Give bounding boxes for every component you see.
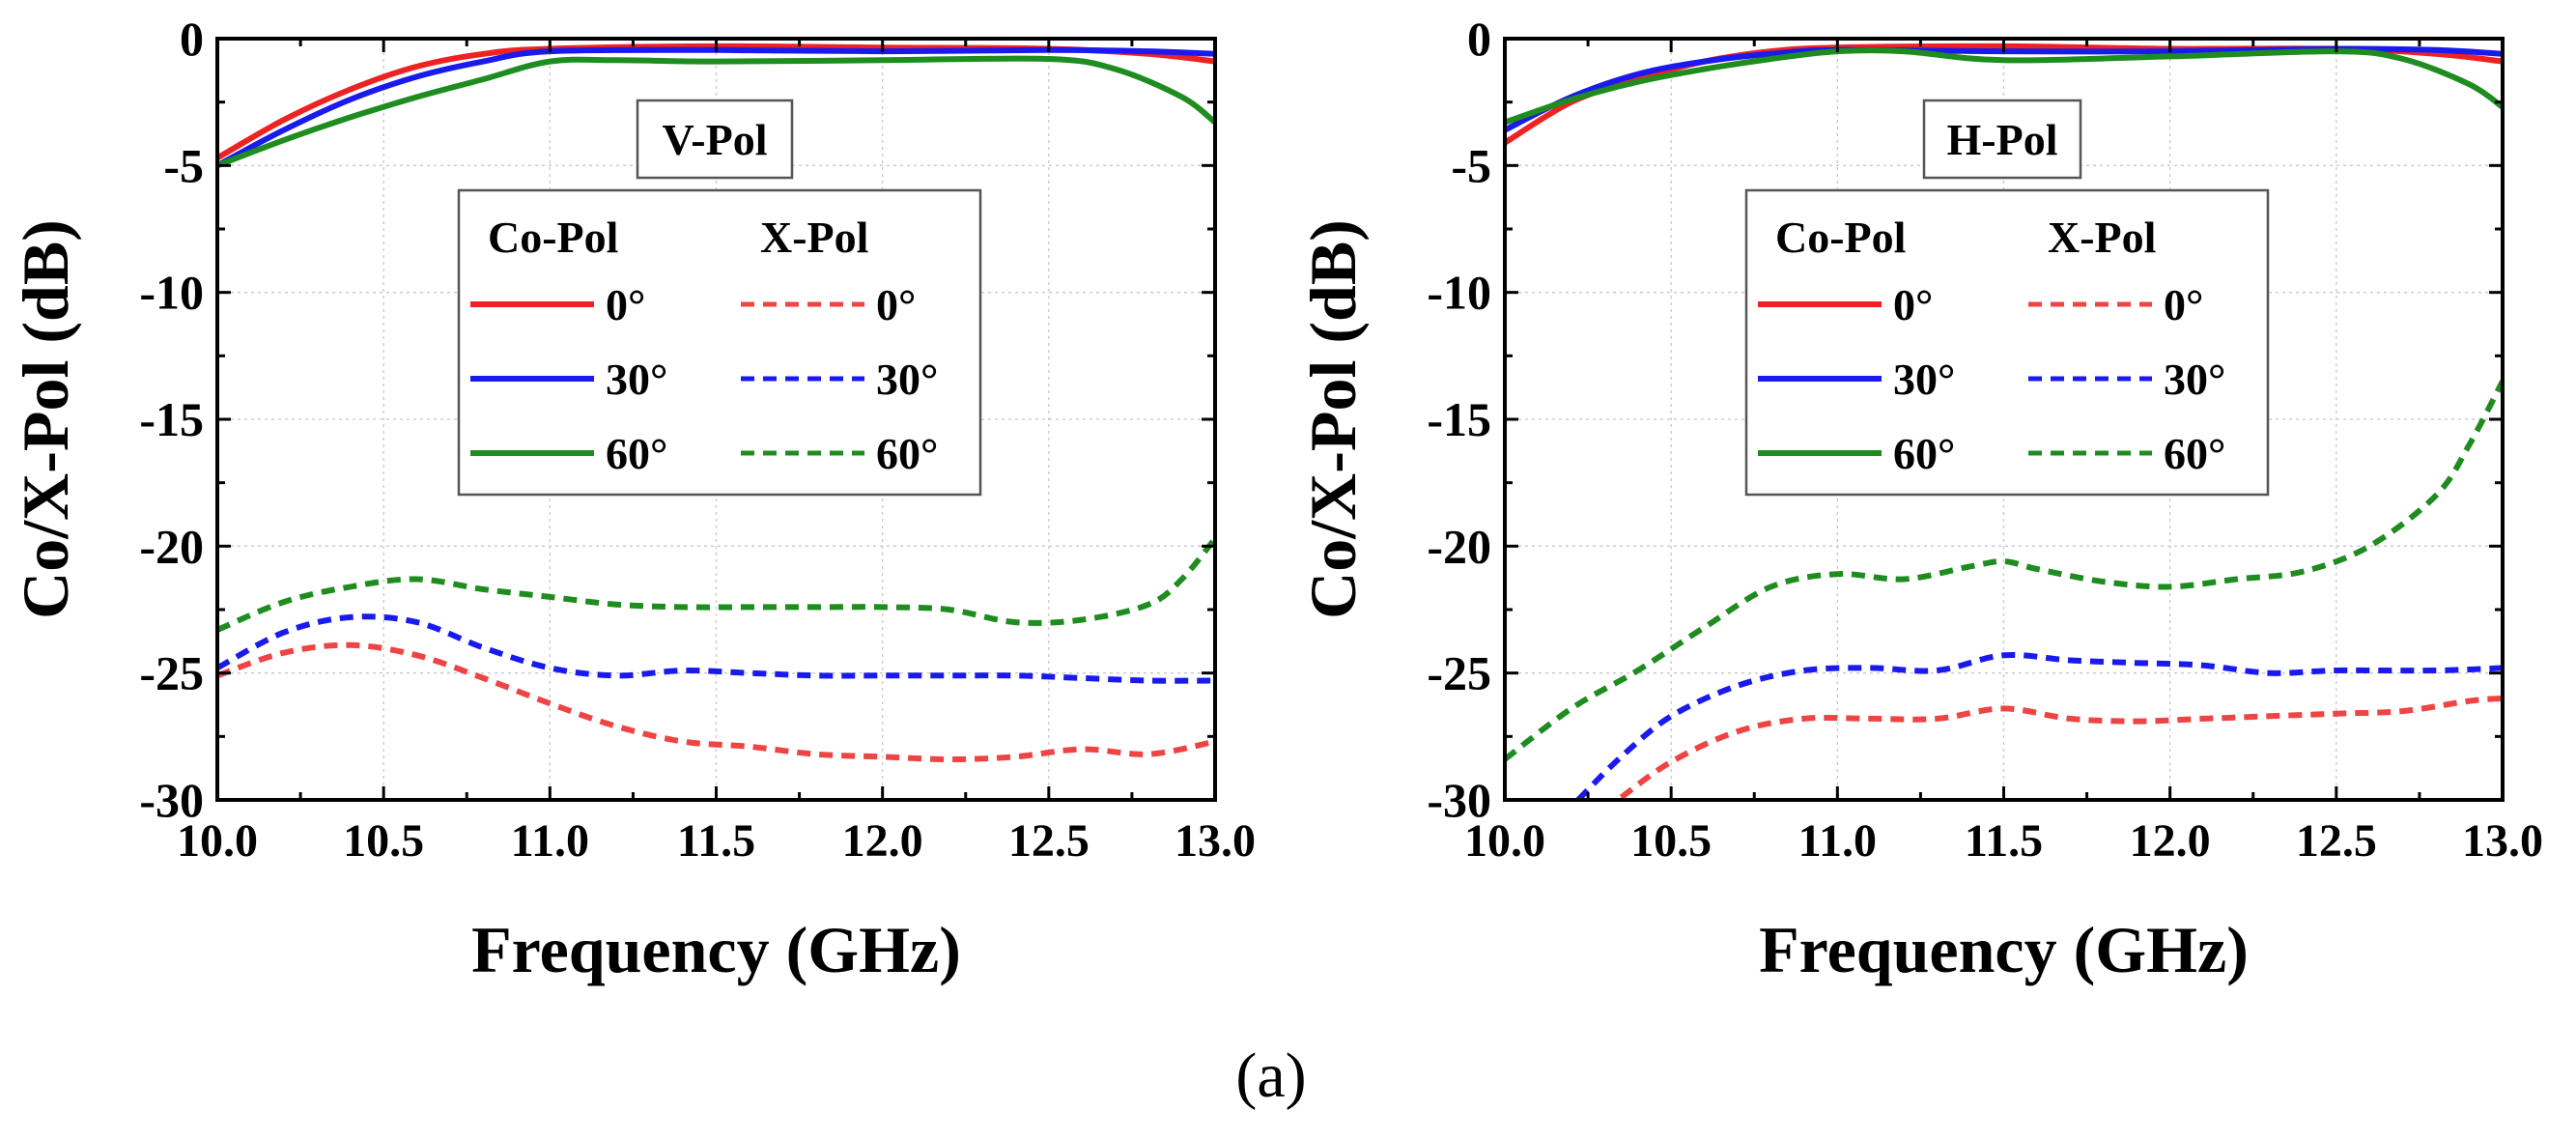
chart-title: H-Pol [1947,115,2058,164]
x-tick-label: 13.0 [1175,815,1256,867]
x-tick-label: 11.0 [1798,815,1877,867]
y-tick-label: -5 [1451,138,1491,192]
y-tick-label: -15 [1427,392,1491,446]
y-tick-label: -30 [1427,773,1491,827]
series-x-pol-60 [1505,380,2503,762]
x-tick-label: 11.5 [1965,815,2043,867]
series-x-pol-30 [1575,651,2503,800]
legend-label-co-2: 60° [606,429,667,478]
series-x-pol-0 [217,641,1215,762]
y-tick-label: -5 [163,138,204,192]
legend-label-co-1: 30° [606,355,667,404]
series-group [217,43,1215,762]
legend-label-x-2: 60° [2164,429,2225,478]
series-x-pol-60 [217,536,1215,633]
y-tick-label: -25 [139,646,204,700]
series-co-pol-60 [1505,47,2503,126]
legend-label-x-1: 30° [2164,355,2225,404]
y-tick-label: -30 [139,773,204,827]
chart-title: V-Pol [662,115,767,164]
x-axis-title: Frequency (GHz) [1759,913,2249,986]
x-tick-label: 10.0 [1464,815,1545,867]
legend-box [1744,188,2270,497]
series-x-pol-30 [217,613,1215,684]
y-tick-label: -10 [139,266,204,320]
x-tick-label: 11.0 [511,815,589,867]
y-axis-title: Co/X-Pol (dB) [1296,219,1370,619]
y-tick-label: -20 [1427,519,1491,573]
series-co-pol-30 [217,46,1215,168]
figure-caption: (a) [1235,1040,1306,1111]
x-tick-label: 13.0 [2462,815,2543,867]
legend-label-co-0: 0° [1893,280,1933,329]
chart-v-pol: 10.0 10.5 11.0 11.5 12.0 12.5 13.0 0 -5 -10 -15 -20… [9,12,1256,986]
series-co-pol-60 [217,55,1215,169]
y-tick-label: 0 [1467,12,1491,66]
legend-label-co-2: 60° [1893,429,1955,478]
y-tick-label: -15 [139,392,204,446]
x-tick-label: 10.5 [343,815,424,867]
y-tick-label: 0 [180,12,204,66]
x-tick-label: 11.5 [677,815,755,867]
legend-box [457,188,982,497]
legend-label-co-0: 0° [606,280,645,329]
title-box [1922,99,2082,180]
legend-header-co-pol: Co-Pol [1775,213,1906,262]
x-tick-label: 12.0 [2130,815,2211,867]
legend-label-x-0: 0° [876,280,916,329]
legend-label-x-1: 30° [876,355,938,404]
x-tick-label: 10.0 [177,815,258,867]
legend-label-x-2: 60° [876,429,938,478]
x-tick-label: 10.5 [1630,815,1712,867]
y-tick-label: -10 [1427,266,1491,320]
chart-h-pol: 10.0 10.5 11.0 11.5 12.0 12.5 13.0 0 -5 -10 -15 -20… [1296,12,2543,986]
legend-header-x-pol: X-Pol [760,213,868,262]
x-tick-label: 12.0 [842,815,923,867]
y-axis-title: Co/X-Pol (dB) [9,219,82,619]
y-tick-label: -25 [1427,646,1491,700]
y-tick-label: -20 [139,519,204,573]
series-x-pol-0 [1619,695,2503,800]
title-box [636,99,794,180]
series-group [1505,43,2503,800]
legend-header-x-pol: X-Pol [2048,213,2156,262]
legend-header-co-pol: Co-Pol [488,213,618,262]
x-tick-label: 12.5 [2296,815,2377,867]
legend-label-x-0: 0° [2164,280,2203,329]
legend-label-co-1: 30° [1893,355,1955,404]
x-tick-label: 12.5 [1008,815,1090,867]
x-axis-title: Frequency (GHz) [471,913,961,986]
